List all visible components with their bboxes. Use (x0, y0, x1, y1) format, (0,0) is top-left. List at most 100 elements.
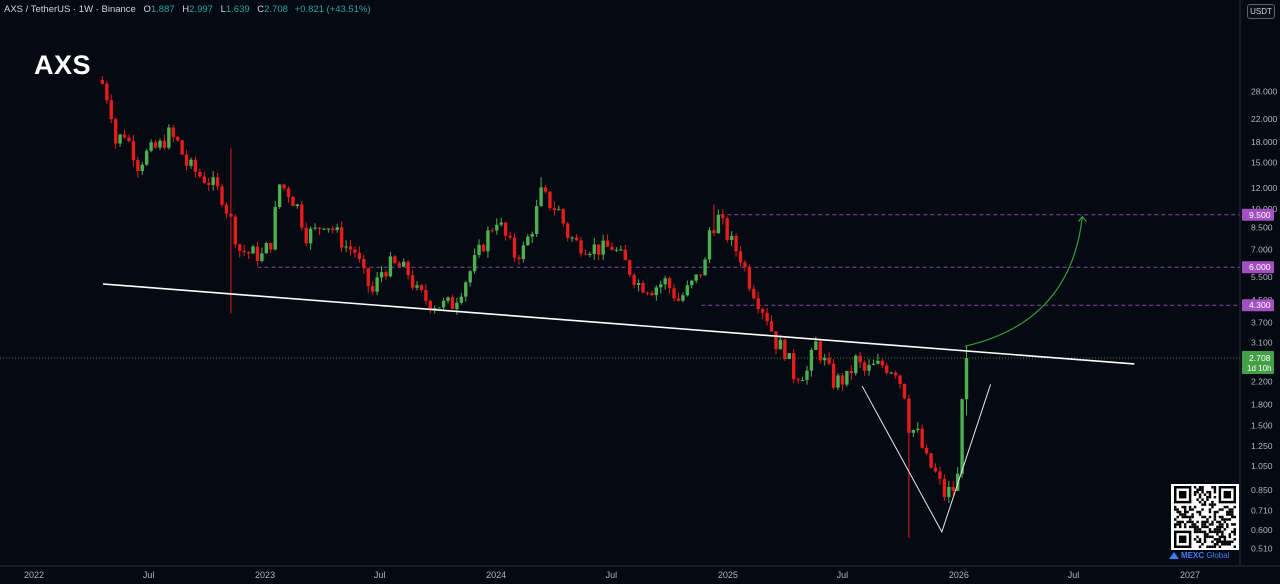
qr-module (1198, 538, 1202, 541)
candle-body (632, 274, 636, 285)
candle (663, 275, 667, 290)
candle-body (291, 196, 295, 206)
candle-body (778, 339, 783, 350)
candle (122, 129, 127, 139)
candle (561, 208, 565, 227)
qr-module (1203, 538, 1207, 541)
candle (131, 134, 136, 167)
candle-body (698, 274, 703, 276)
candle-body (752, 288, 756, 299)
candle (752, 285, 756, 300)
candle (291, 195, 295, 206)
candle (468, 269, 472, 287)
candle (198, 168, 202, 179)
qr-module (1196, 520, 1199, 524)
candle-body (858, 355, 862, 363)
qr-module (1218, 523, 1222, 526)
candle (109, 94, 113, 124)
qr-module (1213, 486, 1217, 489)
candle (167, 124, 171, 150)
low-label: L (220, 4, 226, 15)
candle-body (929, 453, 933, 468)
qr-module (1233, 523, 1236, 526)
candle-body (149, 142, 153, 151)
candle (503, 221, 508, 241)
candle-body (238, 244, 242, 251)
candle-body (176, 136, 180, 141)
qr-module (1174, 505, 1177, 509)
candle (712, 204, 716, 237)
qr-module (1198, 510, 1202, 514)
candle-body (889, 372, 893, 374)
candle-body (109, 100, 113, 120)
candle (681, 292, 685, 303)
qr-module (1203, 525, 1207, 529)
candle (406, 260, 410, 280)
qr-module (1201, 515, 1204, 519)
qr-module (1183, 515, 1187, 519)
candle (650, 290, 654, 296)
candle-body (397, 263, 401, 267)
candle (140, 161, 144, 175)
qr-module (1196, 510, 1199, 514)
candle (574, 234, 579, 242)
candle-body (964, 358, 969, 400)
candle (964, 346, 969, 416)
candle-body (211, 177, 215, 185)
candle (840, 373, 845, 391)
y-tick-label: 2.200 (1251, 377, 1273, 387)
candle (614, 247, 619, 252)
qr-module (1201, 520, 1204, 524)
candle-body (907, 398, 911, 433)
currency-button[interactable]: USDT (1247, 4, 1275, 19)
candle (189, 157, 193, 169)
candle (765, 307, 769, 326)
candle (229, 148, 233, 314)
candle-body (490, 230, 495, 232)
candle (725, 216, 729, 243)
candle-body (862, 362, 867, 371)
candle-body (198, 171, 202, 177)
candle (495, 218, 499, 235)
candle-body (419, 285, 424, 290)
candle (760, 307, 765, 320)
candle (778, 335, 783, 350)
qr-module (1183, 523, 1187, 526)
candle (885, 362, 889, 375)
qr-module (1196, 540, 1199, 544)
qr-module (1228, 510, 1232, 514)
y-tick-label: 0.850 (1251, 485, 1273, 495)
qr-module (1206, 533, 1209, 536)
qr-module (1211, 505, 1214, 509)
candle (876, 353, 880, 365)
candle (628, 259, 632, 278)
candle-body (672, 288, 676, 299)
qr-module (1211, 535, 1214, 539)
candle (907, 394, 911, 538)
candle-body (246, 252, 251, 254)
candle (437, 307, 441, 309)
y-tick-label: 22.000 (1251, 114, 1278, 124)
candle (951, 481, 955, 496)
candle-body (406, 261, 410, 276)
x-tick-label: Jul (606, 570, 618, 580)
qr-module (1233, 538, 1236, 541)
qr-module (1196, 535, 1199, 539)
qr-module (1188, 508, 1192, 511)
candle (158, 138, 162, 151)
candle (282, 184, 286, 191)
candle (676, 292, 681, 302)
candle (565, 221, 570, 242)
qr-module (1193, 530, 1197, 534)
candle-body (184, 154, 189, 166)
qr-module (1218, 528, 1222, 531)
candle-body (300, 204, 304, 228)
y-tick-label: 1.050 (1251, 461, 1273, 471)
candle (685, 280, 690, 297)
candle (654, 285, 659, 301)
candle (916, 422, 920, 433)
candle-body (353, 249, 357, 253)
candle (153, 140, 158, 149)
candle (942, 474, 947, 501)
